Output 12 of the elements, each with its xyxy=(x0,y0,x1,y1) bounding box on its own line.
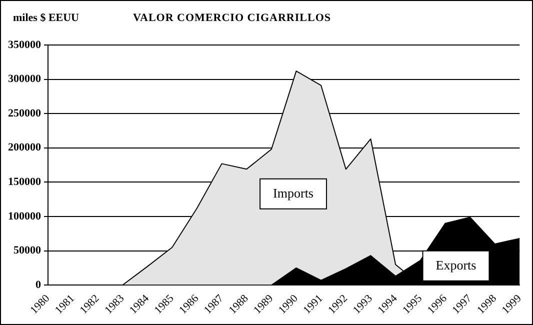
y-tick-label: 0 xyxy=(36,278,42,291)
y-tick-label: 100000 xyxy=(8,210,42,222)
y-axis-title: miles $ EEUU xyxy=(13,12,79,24)
y-tick-label: 150000 xyxy=(8,176,42,188)
chart-title: VALOR COMERCIO CIGARRILLOS xyxy=(133,12,331,24)
series-label: Imports xyxy=(273,185,314,200)
y-tick-label: 250000 xyxy=(8,107,42,120)
y-tick-label: 300000 xyxy=(8,73,42,86)
y-tick-label: 350000 xyxy=(8,38,42,51)
y-tick-label: 200000 xyxy=(8,142,42,154)
series-label: Exports xyxy=(436,257,476,272)
y-tick-label: 50000 xyxy=(14,244,42,257)
